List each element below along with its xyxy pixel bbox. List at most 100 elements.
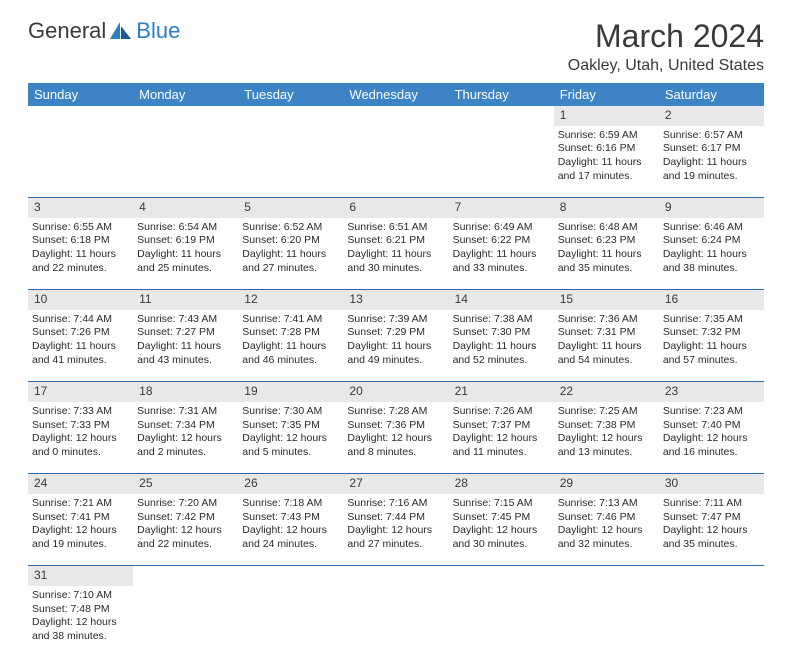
sunset-line: Sunset: 7:34 PM [137,419,234,433]
day-content-row: Sunrise: 7:44 AMSunset: 7:26 PM Daylight:… [28,310,764,382]
daylight-line: and 27 minutes. [242,262,339,276]
daylight-line: and 43 minutes. [137,354,234,368]
day-content-row: Sunrise: 6:59 AMSunset: 6:16 PMDaylight:… [28,126,764,198]
daylight-line: and 52 minutes. [453,354,550,368]
sunrise-line: Sunrise: 7:20 AM [137,497,234,511]
sunrise-line: Sunrise: 6:51 AM [347,221,444,235]
daylight-line: Daylight: 12 hours [32,432,129,446]
day-number-cell [28,106,133,126]
day-content-row: Sunrise: 6:55 AMSunset: 6:18 PMDaylight:… [28,218,764,290]
day-number-row: 24252627282930 [28,474,764,494]
day-content-row: Sunrise: 7:10 AMSunset: 7:48 PMDaylight:… [28,586,764,658]
daylight-line: Daylight: 12 hours [347,524,444,538]
daylight-line: and 2 minutes. [137,446,234,460]
day-number-row: 3456789 [28,198,764,218]
daylight-line: and 33 minutes. [453,262,550,276]
sunset-line: Sunset: 7:43 PM [242,511,339,525]
day-number-cell: 18 [133,382,238,402]
sunset-line: Sunset: 7:40 PM [663,419,760,433]
day-content-cell: Sunrise: 6:52 AMSunset: 6:20 PMDaylight:… [238,218,343,290]
daylight-line: and 13 minutes. [558,446,655,460]
sunrise-line: Sunrise: 7:38 AM [453,313,550,327]
sunset-line: Sunset: 7:46 PM [558,511,655,525]
day-number-cell: 10 [28,290,133,310]
daylight-line: and 30 minutes. [453,538,550,552]
daylight-line: Daylight: 11 hours [663,248,760,262]
sunrise-line: Sunrise: 7:16 AM [347,497,444,511]
day-number-cell: 8 [554,198,659,218]
day-number-cell [238,106,343,126]
day-content-cell: Sunrise: 7:30 AMSunset: 7:35 PMDaylight:… [238,402,343,474]
day-content-cell [659,586,764,658]
daylight-line: and 17 minutes. [558,170,655,184]
day-content-cell: Sunrise: 7:31 AMSunset: 7:34 PMDaylight:… [133,402,238,474]
daylight-line: and 22 minutes. [137,538,234,552]
sunrise-line: Sunrise: 7:31 AM [137,405,234,419]
daylight-line: and 41 minutes. [32,354,129,368]
day-content-cell: Sunrise: 7:44 AMSunset: 7:26 PMDaylight:… [28,310,133,382]
day-number-cell: 13 [343,290,448,310]
daylight-line: Daylight: 11 hours [663,156,760,170]
sunrise-line: Sunrise: 7:26 AM [453,405,550,419]
day-number-cell: 5 [238,198,343,218]
sunset-line: Sunset: 7:26 PM [32,326,129,340]
sunrise-line: Sunrise: 7:44 AM [32,313,129,327]
day-content-cell: Sunrise: 6:46 AMSunset: 6:24 PMDaylight:… [659,218,764,290]
day-number-cell: 29 [554,474,659,494]
day-content-cell: Sunrise: 7:23 AMSunset: 7:40 PMDaylight:… [659,402,764,474]
sunrise-line: Sunrise: 7:39 AM [347,313,444,327]
day-number-row: 17181920212223 [28,382,764,402]
day-content-cell: Sunrise: 7:15 AMSunset: 7:45 PMDaylight:… [449,494,554,566]
day-number-cell: 14 [449,290,554,310]
daylight-line: Daylight: 12 hours [137,432,234,446]
sail-icon [110,22,132,40]
day-number-cell: 24 [28,474,133,494]
day-content-cell: Sunrise: 7:43 AMSunset: 7:27 PMDaylight:… [133,310,238,382]
daylight-line: and 19 minutes. [32,538,129,552]
sunrise-line: Sunrise: 6:57 AM [663,129,760,143]
day-content-cell: Sunrise: 6:59 AMSunset: 6:16 PMDaylight:… [554,126,659,198]
daylight-line: and 35 minutes. [663,538,760,552]
sunset-line: Sunset: 6:17 PM [663,142,760,156]
day-header-row: Sunday Monday Tuesday Wednesday Thursday… [28,83,764,106]
sunset-line: Sunset: 7:47 PM [663,511,760,525]
day-content-cell [238,586,343,658]
daylight-line: and 30 minutes. [347,262,444,276]
sunset-line: Sunset: 7:31 PM [558,326,655,340]
daylight-line: Daylight: 12 hours [663,432,760,446]
daylight-line: Daylight: 12 hours [453,524,550,538]
day-number-cell [659,566,764,586]
day-number-cell: 28 [449,474,554,494]
day-content-cell: Sunrise: 7:38 AMSunset: 7:30 PMDaylight:… [449,310,554,382]
daylight-line: and 16 minutes. [663,446,760,460]
day-content-cell: Sunrise: 7:10 AMSunset: 7:48 PMDaylight:… [28,586,133,658]
sunrise-line: Sunrise: 7:15 AM [453,497,550,511]
day-number-cell: 6 [343,198,448,218]
day-content-cell: Sunrise: 7:26 AMSunset: 7:37 PMDaylight:… [449,402,554,474]
sunrise-line: Sunrise: 6:46 AM [663,221,760,235]
sunrise-line: Sunrise: 7:36 AM [558,313,655,327]
daylight-line: Daylight: 11 hours [558,156,655,170]
day-number-cell: 21 [449,382,554,402]
day-number-cell: 7 [449,198,554,218]
daylight-line: and 35 minutes. [558,262,655,276]
sunset-line: Sunset: 7:28 PM [242,326,339,340]
day-content-cell [133,126,238,198]
day-content-cell: Sunrise: 7:33 AMSunset: 7:33 PMDaylight:… [28,402,133,474]
daylight-line: and 8 minutes. [347,446,444,460]
day-number-cell: 3 [28,198,133,218]
day-content-cell [343,126,448,198]
day-content-cell: Sunrise: 6:54 AMSunset: 6:19 PMDaylight:… [133,218,238,290]
day-number-cell [238,566,343,586]
daylight-line: and 5 minutes. [242,446,339,460]
daylight-line: Daylight: 11 hours [242,340,339,354]
day-content-cell [449,126,554,198]
day-content-cell: Sunrise: 7:35 AMSunset: 7:32 PMDaylight:… [659,310,764,382]
sunrise-line: Sunrise: 7:28 AM [347,405,444,419]
day-content-cell: Sunrise: 7:36 AMSunset: 7:31 PMDaylight:… [554,310,659,382]
day-header: Sunday [28,83,133,106]
daylight-line: and 32 minutes. [558,538,655,552]
logo-text-blue: Blue [136,18,180,44]
day-number-cell [449,566,554,586]
day-content-cell: Sunrise: 7:41 AMSunset: 7:28 PMDaylight:… [238,310,343,382]
